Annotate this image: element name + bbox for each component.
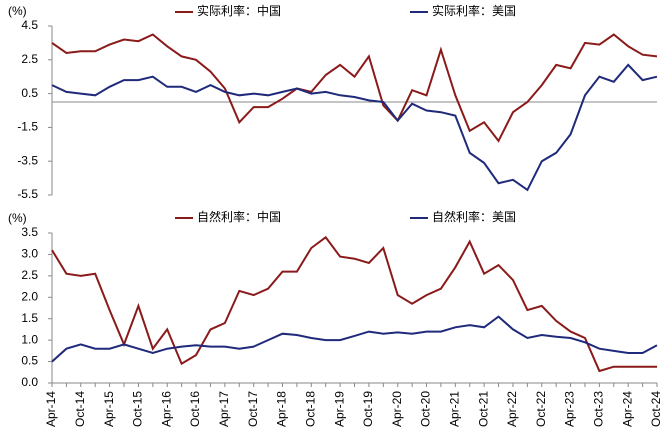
y-tick-label: -1.5 xyxy=(17,120,38,134)
x-tick-label: Apr-18 xyxy=(275,391,289,427)
x-tick-label: Oct-14 xyxy=(73,391,87,427)
y-axis-unit: (%) xyxy=(8,4,27,18)
y-tick-label: 0.0 xyxy=(21,375,38,389)
x-tick-label: Oct-23 xyxy=(592,391,606,427)
legend-label: 实际利率：中国 xyxy=(197,3,281,18)
x-tick-label: Apr-15 xyxy=(102,391,116,427)
series-line xyxy=(51,235,657,373)
x-tick-label: Apr-20 xyxy=(390,391,404,427)
y-tick-label: -3.5 xyxy=(17,153,38,167)
series-line xyxy=(51,33,658,143)
x-tick-label: Apr-24 xyxy=(620,391,634,427)
x-tick-label: Oct-15 xyxy=(131,391,145,427)
series-line xyxy=(51,315,658,363)
legend-label: 实际利率：美国 xyxy=(432,3,516,18)
y-tick-label: 4.5 xyxy=(21,18,38,32)
x-tick-label: Oct-18 xyxy=(303,391,317,427)
series-line xyxy=(51,63,658,192)
x-tick-label: Apr-21 xyxy=(448,391,462,427)
y-tick-label: 2.5 xyxy=(21,52,38,66)
x-tick-label: Oct-20 xyxy=(419,391,433,427)
legend-label: 自然利率：中国 xyxy=(197,209,281,224)
y-tick-label: 1.0 xyxy=(21,332,38,346)
x-tick-label: Apr-23 xyxy=(563,391,577,427)
y-axis-unit: (%) xyxy=(8,211,27,225)
y-tick-label: 2.0 xyxy=(21,289,38,303)
y-tick-label: 0.5 xyxy=(21,354,38,368)
x-tick-label: Oct-24 xyxy=(649,391,663,427)
y-tick-label: 2.5 xyxy=(21,268,38,282)
x-tick-label: Oct-17 xyxy=(246,391,260,427)
x-tick-label: Apr-17 xyxy=(217,391,231,427)
legend-label: 自然利率：美国 xyxy=(432,209,516,224)
x-tick-label: Apr-19 xyxy=(332,391,346,427)
x-tick-label: Oct-16 xyxy=(188,391,202,427)
x-tick-label: Apr-22 xyxy=(505,391,519,427)
x-tick-label: Apr-16 xyxy=(159,391,173,427)
y-tick-label: 3.0 xyxy=(21,247,38,261)
x-tick-label: Oct-22 xyxy=(534,391,548,427)
x-tick-label: Apr-14 xyxy=(44,391,58,427)
y-tick-label: -5.5 xyxy=(17,187,38,201)
x-tick-label: Oct-19 xyxy=(361,391,375,427)
y-tick-label: 3.5 xyxy=(21,225,38,239)
y-tick-label: 1.5 xyxy=(21,311,38,325)
x-tick-label: Oct-21 xyxy=(476,391,490,427)
y-tick-label: 0.5 xyxy=(21,86,38,100)
